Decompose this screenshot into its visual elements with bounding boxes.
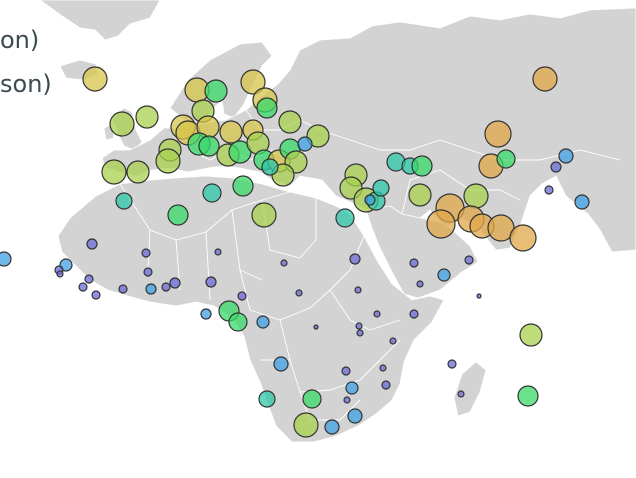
map-bubble-blue[interactable] [200,308,212,320]
map-bubble-blue[interactable] [256,315,270,329]
map-bubble-blue[interactable] [145,283,157,295]
map-bubble-purple[interactable] [78,282,88,292]
map-bubble-green[interactable] [204,79,228,103]
map-bubble-purple[interactable] [161,282,171,292]
map-bubble-lime[interactable] [408,183,432,207]
map-bubble-blue[interactable] [437,268,451,282]
map-bubble-purple[interactable] [464,255,474,265]
map-bubble-purple[interactable] [141,248,151,258]
map-bubble-purple[interactable] [341,366,351,376]
map-bubble-lime[interactable] [306,124,330,148]
map-bubble-blue[interactable] [273,356,289,372]
map-bubble-purple[interactable] [56,270,64,278]
map-bubble-purple[interactable] [343,396,351,404]
map-bubble-lime[interactable] [101,159,127,185]
map-bubble-lime[interactable] [135,105,159,129]
map-bubble-lime[interactable] [278,110,302,134]
map-bubble-purple[interactable] [349,253,361,265]
africa-land [57,175,445,443]
map-bubble-lime[interactable] [126,160,150,184]
map-bubble-purple[interactable] [447,359,457,369]
madagascar-land [453,361,487,417]
map-bubble-green[interactable] [256,97,278,119]
map-bubble-purple[interactable] [205,276,217,288]
map-bubble-purple[interactable] [457,390,465,398]
map-bubble-blue[interactable] [0,251,12,267]
map-bubble-orange[interactable] [484,120,512,148]
map-bubble-teal[interactable] [372,179,390,197]
map-bubble-green[interactable] [496,149,516,169]
map-bubble-purple[interactable] [91,290,101,300]
map-bubble-lime[interactable] [463,183,489,209]
map-bubble-teal[interactable] [335,208,355,228]
map-bubble-teal[interactable] [261,158,279,176]
map-bubble-purple[interactable] [169,277,181,289]
map-bubble-blue[interactable] [574,194,590,210]
legend-size-label: on) [0,26,40,54]
map-bubble-purple[interactable] [381,380,391,390]
map-bubble-green[interactable] [232,175,254,197]
map-bubble-purple[interactable] [389,337,397,345]
map-bubble-green[interactable] [411,155,433,177]
map-bubble-green[interactable] [198,135,220,157]
map-bubble-blue[interactable] [345,381,359,395]
map-bubble-purple[interactable] [409,258,419,268]
map-bubble-orange[interactable] [532,66,558,92]
map-bubble-orange[interactable] [426,209,456,239]
map-bubble-purple[interactable] [356,329,364,337]
map-bubble-teal[interactable] [115,192,133,210]
map-bubble-blue[interactable] [297,136,313,152]
map-bubble-green[interactable] [228,312,248,332]
map-bubble-purple[interactable] [550,161,562,173]
map-bubble-purple[interactable] [379,364,387,372]
border-line [401,169,521,215]
map-bubble-lime[interactable] [251,202,277,228]
map-bubble-purple[interactable] [86,238,98,250]
map-bubble-teal[interactable] [258,390,276,408]
map-bubble-purple[interactable] [214,248,222,256]
map-bubble-lime[interactable] [519,323,543,347]
map-bubble-purple[interactable] [416,280,424,288]
map-bubble-purple[interactable] [544,185,554,195]
map-bubble-purple[interactable] [280,259,288,267]
map-bubble-yellow[interactable] [82,66,108,92]
border-line [239,235,365,321]
map-bubble-blue[interactable] [364,194,376,206]
map-bubble-purple[interactable] [354,286,362,294]
map-bubble-green[interactable] [302,389,322,409]
map-bubble-yellow[interactable] [219,120,243,144]
map-bubble-green[interactable] [167,204,189,226]
map-bubble-purple[interactable] [237,291,247,301]
map-bubble-orange[interactable] [509,224,537,252]
map-bubble-purple[interactable] [118,284,128,294]
legend-color-label: son) [0,70,52,98]
map-bubble-blue[interactable] [324,419,340,435]
map-bubble-purple[interactable] [355,322,363,330]
map-bubble-purple[interactable] [409,309,419,319]
map-bubble-blue[interactable] [558,148,574,164]
map-bubble-purple[interactable] [476,293,482,299]
map-bubble-purple[interactable] [373,310,381,318]
map-bubble-purple[interactable] [84,274,94,284]
bubble-layer [0,66,590,438]
map-bubble-lime[interactable] [109,111,135,137]
map-bubble-green[interactable] [517,385,539,407]
greenland-land [39,0,161,41]
map-bubble-yellow[interactable] [240,69,266,95]
map-bubble-lime[interactable] [155,148,181,174]
map-bubble-purple[interactable] [143,267,153,277]
map-bubble-blue[interactable] [347,408,363,424]
map-bubble-lime[interactable] [293,412,319,438]
map-bubble-purple[interactable] [313,324,319,330]
map-bubble-purple[interactable] [295,289,303,297]
map-bubble-teal[interactable] [202,183,222,203]
